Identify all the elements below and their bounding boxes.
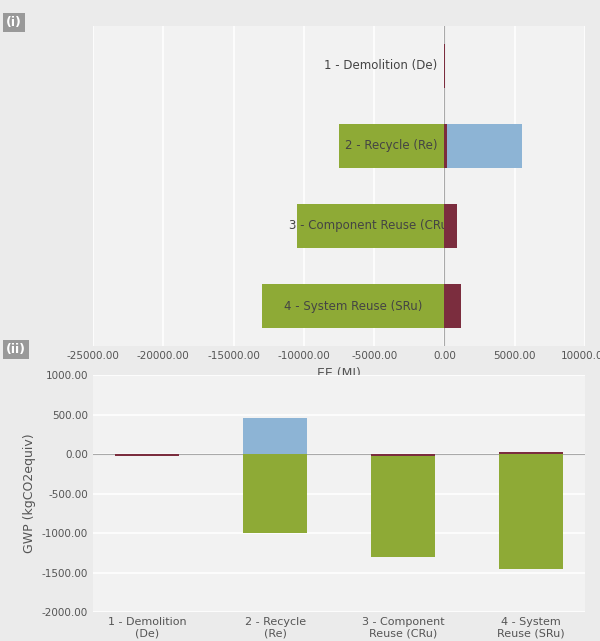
Bar: [243, 454, 307, 533]
Bar: [499, 454, 563, 569]
Bar: [371, 454, 435, 557]
Bar: [445, 204, 457, 248]
Text: (i): (i): [6, 16, 22, 29]
Bar: [445, 284, 461, 328]
Bar: [262, 284, 445, 328]
Bar: [499, 452, 563, 454]
Text: (ii): (ii): [6, 343, 26, 356]
Text: 3 - Component Reuse (CRu): 3 - Component Reuse (CRu): [289, 219, 452, 233]
Bar: [339, 124, 445, 168]
X-axis label: EE (MJ): EE (MJ): [317, 367, 361, 379]
Bar: [371, 454, 435, 456]
Y-axis label: GWP (kgCO2equiv): GWP (kgCO2equiv): [23, 434, 36, 553]
Legend: End-of-Life, Transport, Reclamation: End-of-Life, Transport, Reclamation: [185, 376, 493, 398]
Bar: [297, 204, 445, 248]
Text: 2 - Recycle (Re): 2 - Recycle (Re): [346, 139, 438, 153]
Text: 1 - Demolition (De): 1 - Demolition (De): [324, 59, 437, 72]
Bar: [445, 124, 522, 168]
Bar: [115, 454, 179, 456]
Bar: [445, 124, 447, 168]
Bar: [243, 419, 307, 454]
Text: 4 - System Reuse (SRu): 4 - System Reuse (SRu): [284, 299, 422, 313]
